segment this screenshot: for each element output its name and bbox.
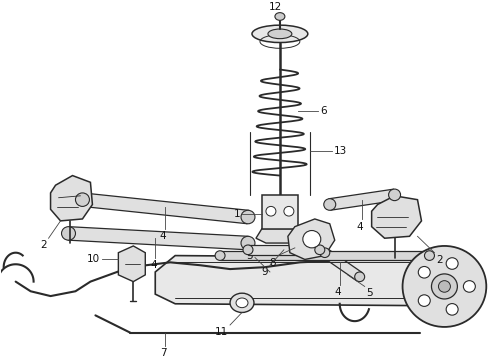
Ellipse shape <box>418 295 430 306</box>
Bar <box>262 195 298 229</box>
Text: 11: 11 <box>215 327 228 337</box>
Text: 7: 7 <box>160 348 167 358</box>
Ellipse shape <box>215 251 225 260</box>
Text: 4: 4 <box>356 222 363 232</box>
Text: 4: 4 <box>334 287 341 297</box>
Ellipse shape <box>355 272 365 282</box>
Ellipse shape <box>446 303 458 315</box>
Text: 3: 3 <box>246 251 253 261</box>
Ellipse shape <box>439 281 450 292</box>
Ellipse shape <box>432 274 457 299</box>
Ellipse shape <box>303 230 321 248</box>
Polygon shape <box>220 251 429 260</box>
Text: 6: 6 <box>320 106 326 116</box>
Polygon shape <box>119 246 145 282</box>
Ellipse shape <box>320 248 330 257</box>
Text: 9: 9 <box>261 267 268 277</box>
Text: 2: 2 <box>437 255 443 265</box>
Ellipse shape <box>324 199 336 210</box>
Ellipse shape <box>243 245 253 255</box>
Text: 2: 2 <box>40 240 47 250</box>
Ellipse shape <box>464 281 475 292</box>
Ellipse shape <box>403 246 486 327</box>
Ellipse shape <box>252 25 308 42</box>
Text: 8: 8 <box>270 257 276 267</box>
Polygon shape <box>50 176 93 221</box>
Ellipse shape <box>236 298 248 308</box>
Text: 4: 4 <box>150 260 157 270</box>
Ellipse shape <box>446 258 458 269</box>
Ellipse shape <box>284 206 294 216</box>
Polygon shape <box>248 245 320 255</box>
Ellipse shape <box>418 266 430 278</box>
Polygon shape <box>371 196 421 238</box>
Ellipse shape <box>315 245 325 255</box>
Text: 13: 13 <box>334 147 347 157</box>
Text: 12: 12 <box>270 2 283 12</box>
Ellipse shape <box>389 189 400 201</box>
Ellipse shape <box>230 293 254 312</box>
Ellipse shape <box>424 251 435 260</box>
Polygon shape <box>288 219 335 260</box>
Ellipse shape <box>275 13 285 21</box>
Ellipse shape <box>62 227 75 240</box>
Ellipse shape <box>75 193 90 206</box>
Text: 4: 4 <box>160 231 167 242</box>
Text: 1: 1 <box>233 209 240 219</box>
Polygon shape <box>322 249 363 281</box>
Polygon shape <box>155 256 444 306</box>
Ellipse shape <box>241 210 255 224</box>
Ellipse shape <box>268 29 292 39</box>
Text: 10: 10 <box>87 255 100 265</box>
Polygon shape <box>82 193 249 224</box>
Text: 5: 5 <box>367 288 373 298</box>
Polygon shape <box>329 189 395 210</box>
Ellipse shape <box>241 236 255 250</box>
Ellipse shape <box>266 206 276 216</box>
Polygon shape <box>68 227 248 250</box>
Polygon shape <box>256 229 304 243</box>
